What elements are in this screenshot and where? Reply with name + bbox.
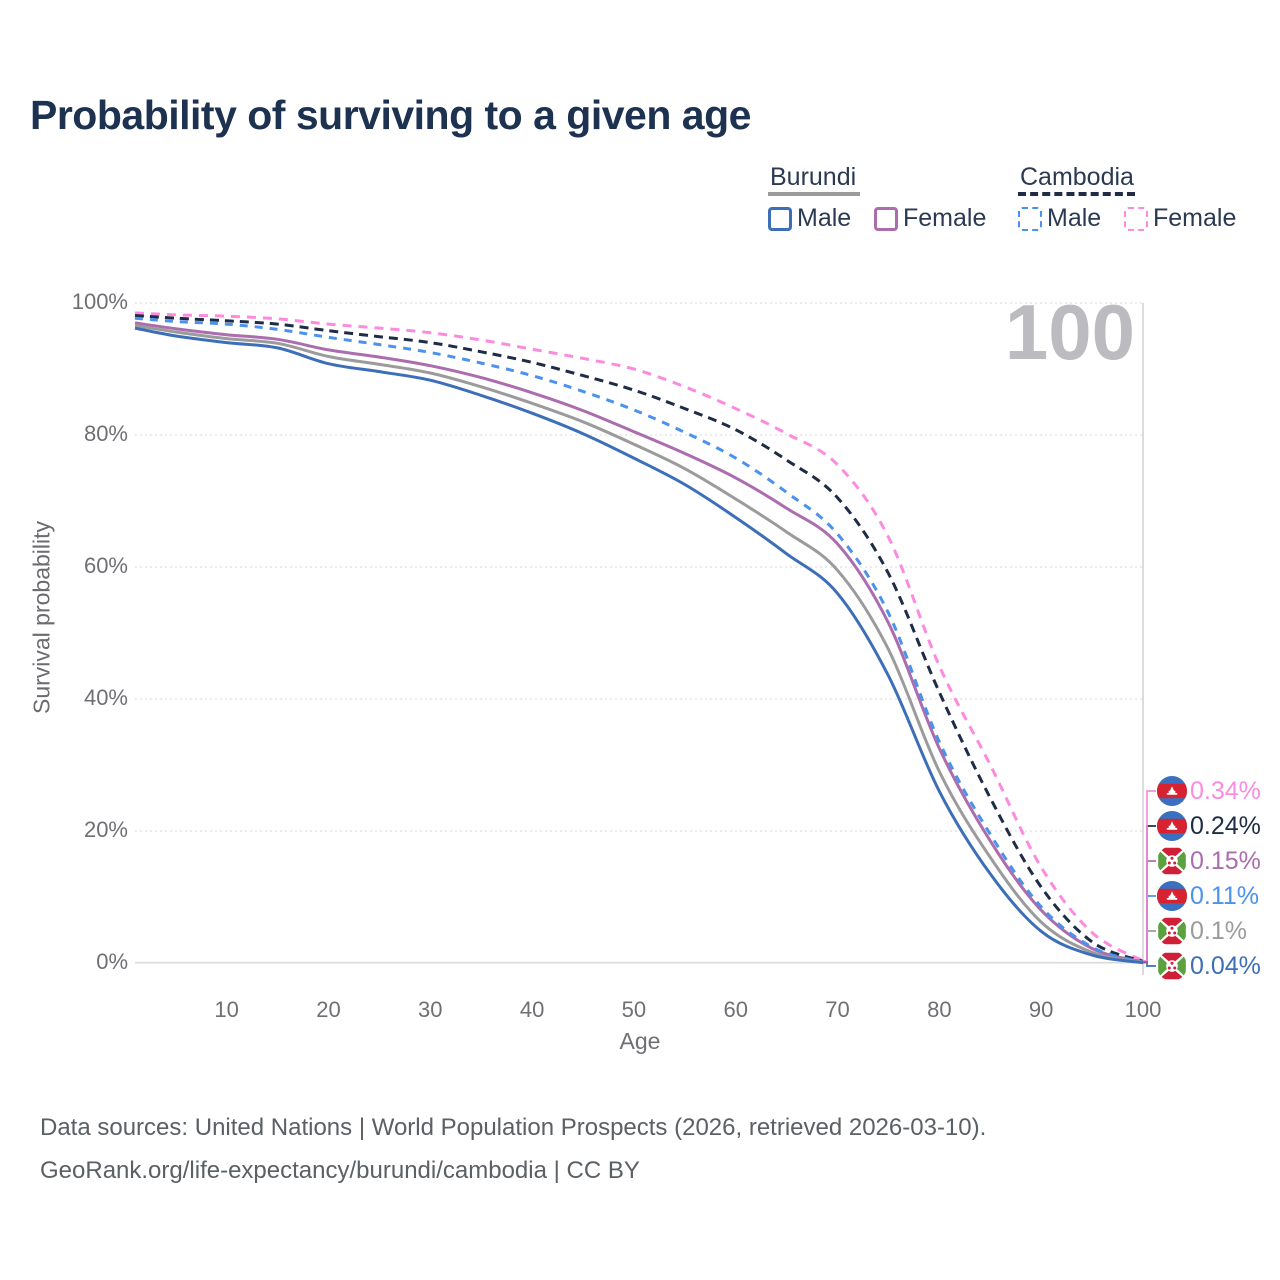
legend-label: Male	[1047, 204, 1102, 232]
cambodia-flag-icon	[1157, 811, 1187, 841]
burundi-flag-icon	[1157, 846, 1187, 876]
end-label-value: 0.34%	[1190, 776, 1261, 805]
hovered-age-indicator: 100	[1004, 288, 1135, 376]
checkbox-icon[interactable]	[874, 206, 898, 231]
burundi-flag-icon	[1157, 916, 1187, 946]
legend-label: Female	[1153, 204, 1237, 232]
checkbox-icon[interactable]	[768, 206, 792, 231]
legend-toggle-cambodia-female[interactable]: Female	[1124, 204, 1236, 233]
series-line-burundi-male[interactable]	[134, 326, 1144, 965]
series-layer	[134, 311, 1144, 965]
x-tick-40: 40	[519, 997, 545, 1022]
end-label-value: 0.11%	[1190, 881, 1260, 910]
legend-group-burundi-title: Burundi	[770, 163, 857, 191]
x-tick-80: 80	[927, 997, 952, 1022]
end-label-row-cambodia-male: 0.11%	[1157, 881, 1259, 911]
end-label-value: 0.24%	[1190, 811, 1261, 840]
leader-line-burundi-both	[1143, 930, 1156, 964]
y-tick-40: 40%	[83, 685, 128, 710]
end-label-value: 0.15%	[1190, 846, 1261, 875]
grid-layer	[135, 302, 1144, 975]
legend-cambodia-line-swatch	[1018, 192, 1135, 196]
cambodia-flag-icon	[1157, 881, 1187, 911]
leader-line-cambodia-female	[1143, 790, 1156, 962]
end-label-value: 0.1%	[1190, 916, 1247, 945]
x-tick-50: 50	[621, 997, 647, 1022]
end-label-value: 0.04%	[1190, 951, 1261, 980]
y-axis-title: Survival probability	[28, 520, 55, 715]
leader-line-cambodia-male	[1143, 895, 1156, 964]
leader-line-burundi-male	[1143, 961, 1156, 967]
burundi-flag-icon	[1157, 951, 1187, 981]
x-tick-10: 10	[214, 997, 239, 1022]
legend-toggle-burundi-male[interactable]: Male	[768, 204, 851, 233]
legend-group-cambodia-title: Cambodia	[1020, 163, 1134, 191]
x-tick-60: 60	[723, 997, 748, 1022]
leader-line-burundi-female	[1143, 860, 1156, 963]
legend-label: Male	[797, 204, 852, 232]
checkbox-icon[interactable]	[1124, 206, 1148, 231]
cambodia-flag-icon	[1157, 776, 1187, 806]
end-label-row-burundi-male: 0.04%	[1157, 951, 1261, 981]
end-label-row-cambodia-both: 0.24%	[1157, 811, 1261, 841]
leader-line-cambodia-both	[1143, 825, 1156, 963]
series-line-cambodia-male[interactable]	[134, 316, 1144, 964]
series-line-burundi-both[interactable]	[134, 323, 1144, 964]
y-tick-100: 100%	[71, 289, 128, 314]
end-label-row-burundi-both: 0.1%	[1157, 916, 1247, 946]
x-tick-30: 30	[418, 997, 443, 1022]
y-tick-80: 80%	[83, 421, 128, 446]
series-line-cambodia-both[interactable]	[134, 314, 1144, 963]
end-label-row-burundi-female: 0.15%	[1157, 846, 1261, 876]
series-line-burundi-female[interactable]	[134, 321, 1144, 964]
x-tick-70: 70	[825, 997, 850, 1022]
legend-burundi-line-swatch	[768, 192, 860, 196]
x-tick-90: 90	[1028, 997, 1054, 1022]
footer: Data sources: United Nations | World Pop…	[40, 1106, 986, 1192]
legend-label: Female	[903, 204, 987, 232]
x-tick-20: 20	[316, 997, 341, 1022]
y-tick-0: 0%	[96, 948, 128, 974]
checkbox-icon[interactable]	[1018, 206, 1042, 231]
page-title: Probability of surviving to a given age	[30, 92, 751, 138]
y-tick-60: 60%	[83, 553, 128, 578]
end-label-row-cambodia-female: 0.34%	[1157, 776, 1261, 806]
footer-attribution: GeoRank.org/life-expectancy/burundi/camb…	[40, 1157, 640, 1184]
legend-toggle-burundi-female[interactable]: Female	[874, 204, 986, 233]
x-tick-100: 100	[1124, 997, 1162, 1022]
y-tick-20: 20%	[83, 817, 128, 842]
end-label-leader-lines	[1143, 790, 1156, 967]
x-axis-title: Age	[619, 1028, 661, 1054]
legend-toggle-cambodia-male[interactable]: Male	[1018, 204, 1101, 233]
footer-data-sources: Data sources: United Nations | World Pop…	[40, 1114, 987, 1141]
series-line-cambodia-female[interactable]	[134, 311, 1144, 963]
